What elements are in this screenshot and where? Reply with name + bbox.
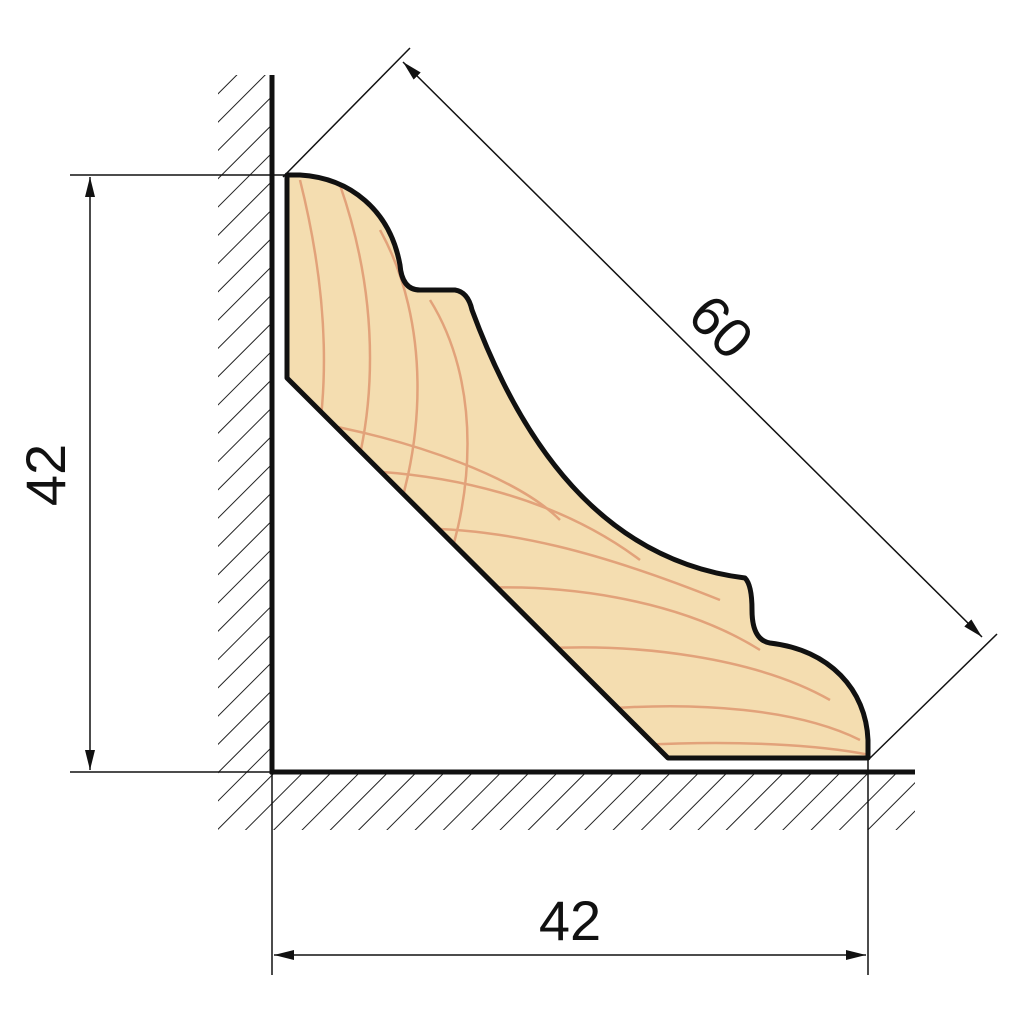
- diagonal-dimension: [282, 47, 998, 761]
- wall-hatch: [218, 75, 272, 830]
- height-label: 42: [14, 444, 77, 506]
- width-label: 42: [539, 889, 601, 952]
- height-dimension: [70, 174, 285, 773]
- width-dimension: [271, 760, 869, 975]
- floor-hatch: [272, 772, 915, 830]
